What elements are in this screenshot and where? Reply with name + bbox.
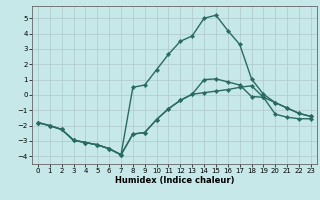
X-axis label: Humidex (Indice chaleur): Humidex (Indice chaleur) bbox=[115, 176, 234, 185]
